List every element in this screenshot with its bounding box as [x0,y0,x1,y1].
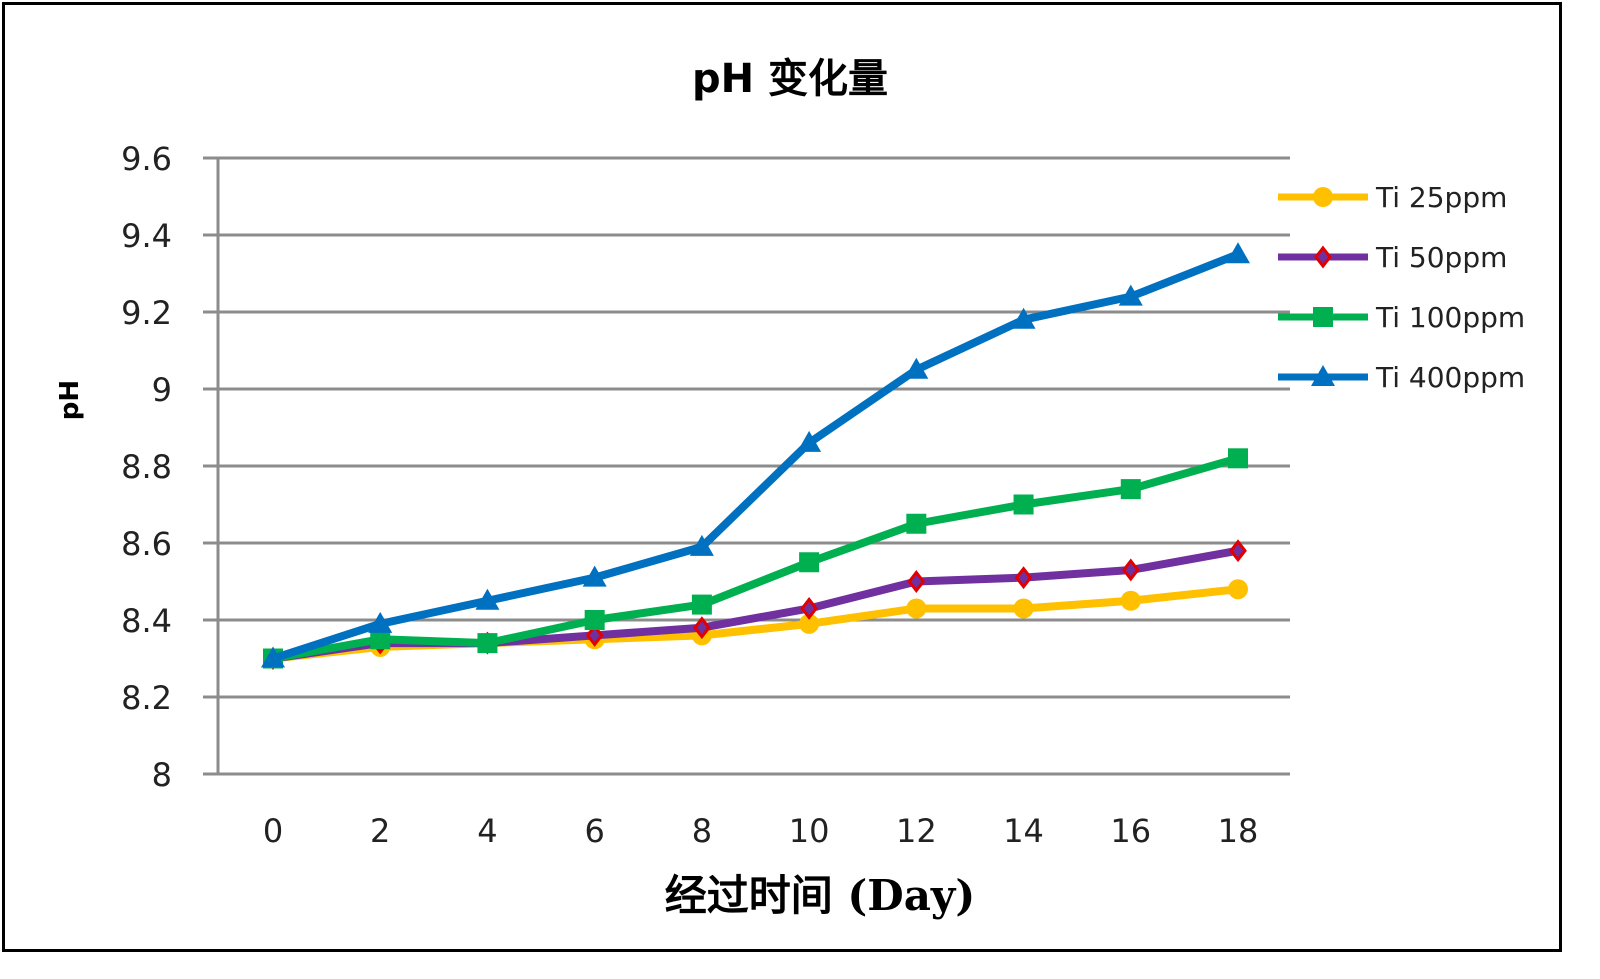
y-tick-label: 8 [152,756,172,794]
chart-frame [2,2,1562,952]
data-point-square [1013,494,1034,515]
series-line [272,454,1240,663]
data-point-circle [1120,590,1141,611]
y-tick-label: 9.4 [121,217,172,255]
legend-label: Ti 400ppm [1375,361,1525,394]
x-tick-label: 16 [1110,812,1151,850]
data-point-square [477,633,498,654]
data-point-square [1228,448,1248,469]
x-tick-label: 0 [263,812,283,850]
data-point-diamond [585,623,604,647]
data-point-diamond [1121,558,1140,582]
data-point-diamond [1229,539,1247,563]
data-point-triangle [261,646,285,668]
y-tick-label: 8.6 [121,525,172,563]
data-point-circle [1228,579,1248,600]
series-line [272,585,1239,663]
data-point-triangle [689,534,714,556]
x-tick-label: 8 [692,812,712,850]
legend-label: Ti 50ppm [1375,241,1507,274]
data-point-triangle [797,430,822,452]
data-point-triangle [1011,307,1036,329]
legend-label: Ti 25ppm [1375,181,1507,214]
y-tick-label: 8.8 [121,448,172,486]
data-point-triangle [1118,284,1143,306]
x-tick-label: 6 [584,812,604,850]
chart-title: pH 变化量 [692,56,888,102]
data-point-circle [1313,187,1333,207]
data-point-diamond [907,570,926,593]
data-point-triangle [582,565,607,587]
data-point-circle [1013,598,1034,619]
series-ti-400ppm [261,242,1250,668]
y-tick-label: 8.4 [121,602,172,640]
data-point-circle [799,613,820,634]
data-point-diamond [1014,566,1033,590]
data-point-circle [906,598,927,619]
series-line [271,250,1240,663]
data-point-square [691,594,712,615]
x-tick-label: 10 [789,812,830,850]
x-tick-label: 14 [1003,812,1044,850]
data-point-square [1313,307,1333,327]
data-point-diamond [692,616,711,640]
data-point-square [799,552,820,573]
x-tick-label: 2 [370,812,390,850]
x-tick-label: 18 [1218,812,1259,850]
data-point-square [1120,479,1141,500]
x-tick-label: 12 [896,812,937,850]
legend-item: Ti 50ppm [1278,241,1507,274]
y-tick-label: 9.6 [121,140,172,178]
legend-label: Ti 100ppm [1375,301,1525,334]
data-point-square [370,629,391,650]
legend-item: Ti 400ppm [1278,361,1525,394]
x-axis-label: 经过时间 (Day) [665,871,975,920]
data-point-triangle [904,357,929,379]
y-axis-label: pH [55,380,85,420]
data-point-square [906,513,927,534]
series-ti-100ppm [263,448,1248,669]
data-point-triangle [475,588,500,610]
x-tick-label: 4 [477,812,497,850]
data-point-diamond [800,597,819,620]
y-tick-label: 8.2 [121,679,172,717]
y-tick-label: 9 [152,371,172,409]
legend-item: Ti 100ppm [1278,301,1525,334]
y-tick-label: 9.2 [121,294,172,332]
legend-item: Ti 25ppm [1278,181,1507,214]
data-point-square [584,610,605,630]
data-point-triangle [368,611,393,633]
series-ti-25ppm [263,579,1248,669]
data-point-triangle [1311,365,1335,386]
data-point-diamond [1314,245,1332,269]
data-point-triangle [1226,242,1250,264]
